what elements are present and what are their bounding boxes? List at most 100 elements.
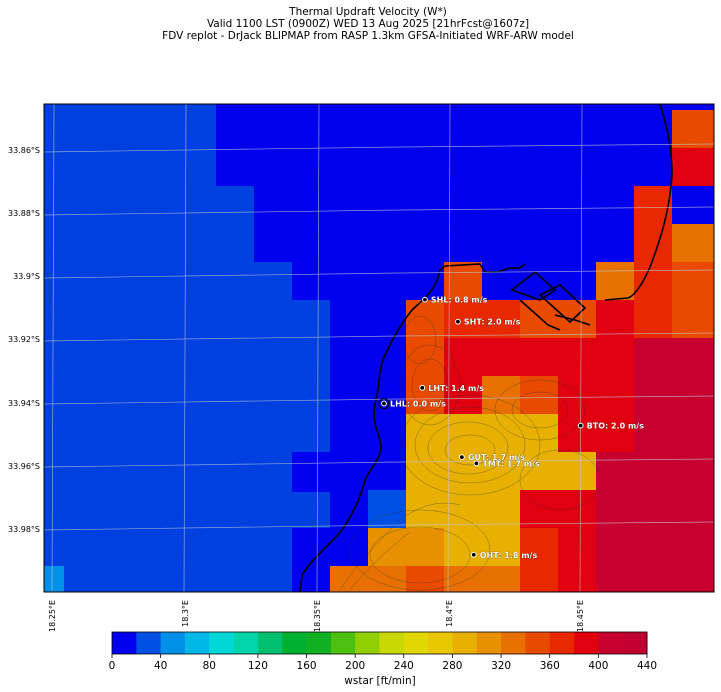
colorbar: 0 40 80 120 160 200 240 280 320 360 400 440 <box>109 631 657 672</box>
station-label: GUT: 1.7 m/s <box>468 453 525 462</box>
title-line-2: Valid 1100 LST (0900Z) WED 13 Aug 2025 [… <box>206 18 530 30</box>
colorbar-swatch <box>428 632 453 654</box>
longitude-label: 18.4°E <box>445 600 454 627</box>
colorbar-tick-label: 0 <box>109 660 116 672</box>
station-ring <box>378 398 390 410</box>
colorbar-tick-label: 120 <box>248 660 268 672</box>
land-cell <box>406 300 444 338</box>
station-label: LHL: 0.0 m/s <box>390 400 446 409</box>
longitude-label: 18.35°E <box>313 600 322 632</box>
station-shl[interactable]: SHL: 0.8 m/s <box>422 295 488 305</box>
land-cell <box>444 262 482 300</box>
land-cell <box>596 300 636 340</box>
land-cell <box>672 148 714 186</box>
longitude-labels: 18.25°E 18.3°E 18.35°E 18.4°E 18.45°E <box>48 600 585 632</box>
map-frame <box>43 103 715 593</box>
latitude-label: 33.98°S <box>8 525 40 534</box>
colorbar-tick-label: 240 <box>394 660 414 672</box>
longitude-label: 18.45°E <box>576 600 585 632</box>
land-cell <box>596 452 634 592</box>
station-markers: SHL: 0.8 m/s SHT: 2.0 m/s LHT: 1.4 m/s LHL:… <box>378 295 645 560</box>
latitude-label: 33.88°S <box>8 209 40 218</box>
colorbar-swatch <box>379 632 405 654</box>
latitude-label: 33.9°S <box>13 272 40 281</box>
station-tmt[interactable]: TMT: 1.7 m/s <box>473 459 540 469</box>
colorbar-swatch <box>160 632 186 654</box>
latitude-label: 33.86°S <box>8 146 40 155</box>
colorbar-swatch <box>549 632 575 654</box>
land-cell <box>596 262 634 300</box>
graticule <box>44 104 714 592</box>
colorbar-swatch <box>184 632 210 654</box>
station-lhl[interactable]: LHL: 0.0 m/s <box>378 398 446 410</box>
colorbar-tick-label: 160 <box>297 660 317 672</box>
land-cell <box>634 338 714 592</box>
ocean-cell <box>292 452 330 492</box>
station-label: SHT: 2.0 m/s <box>464 318 521 327</box>
colorbar-swatch <box>330 632 356 654</box>
latitude-label: 33.94°S <box>8 399 40 408</box>
station-sht[interactable]: SHT: 2.0 m/s <box>455 317 521 327</box>
ocean-cell-light <box>44 566 64 592</box>
colorbar-swatch <box>403 632 429 654</box>
station-label: TMT: 1.7 m/s <box>482 459 540 468</box>
colorbar-tick-label: 440 <box>637 660 657 672</box>
colorbar-tick-label: 400 <box>588 660 608 672</box>
colorbar-tick-label: 360 <box>540 660 560 672</box>
latitude-labels: 33.86°S 33.88°S 33.9°S 33.92°S 33.94°S 33.96°… <box>8 146 40 534</box>
station-label: LHT: 1.4 m/s <box>428 384 484 393</box>
station-label: BTO: 2.0 m/s <box>587 422 645 431</box>
station-lht[interactable]: LHT: 1.4 m/s <box>419 384 484 393</box>
ocean-cell <box>292 528 330 592</box>
colorbar-swatch <box>306 632 332 654</box>
colorbar-swatch <box>452 632 478 654</box>
land-cell <box>444 300 520 338</box>
mountain-cell <box>406 414 558 452</box>
colorbar-swatch <box>136 632 162 654</box>
land-cell <box>520 376 558 414</box>
land-cell <box>672 110 714 148</box>
wstar-field <box>44 104 714 592</box>
colorbar-swatch <box>525 632 551 654</box>
land-cell <box>406 338 444 414</box>
colorbar-swatch <box>501 632 526 654</box>
colorbar-tick-label: 80 <box>203 660 216 672</box>
longitude-label: 18.25°E <box>48 600 57 632</box>
colorbar-swatch <box>233 632 259 654</box>
station-oht[interactable]: OHT: 1.8 m/s <box>470 551 538 560</box>
latitude-label: 33.96°S <box>8 462 40 471</box>
land-cell <box>520 300 596 338</box>
station-dot <box>577 422 584 429</box>
mountain-cell <box>406 452 596 490</box>
station-label: SHL: 0.8 m/s <box>431 296 488 305</box>
latitude-label: 33.92°S <box>8 335 40 344</box>
colorbar-swatch <box>112 632 137 654</box>
ocean-cell <box>672 186 714 224</box>
mountain-cell <box>444 528 520 566</box>
colorbar-tick-label: 280 <box>442 660 462 672</box>
ocean-cell <box>368 490 406 528</box>
colorbar-tick-label: 40 <box>154 660 167 672</box>
colorbar-swatch <box>598 632 624 654</box>
title-line-3: FDV replot - DrJack BLIPMAP from RASP 1.… <box>162 30 574 42</box>
ocean-band-west <box>44 104 330 592</box>
station-dot <box>470 551 477 558</box>
land-cell <box>520 528 558 592</box>
station-dot <box>422 296 428 303</box>
colorbar-swatch <box>257 632 283 654</box>
land-cell <box>672 224 714 262</box>
mountain-cell <box>406 566 444 592</box>
longitude-label: 18.3°E <box>181 600 190 627</box>
mountain-cell <box>406 490 520 528</box>
station-dot <box>458 454 465 461</box>
station-gut[interactable]: GUT: 1.7 m/s <box>458 453 525 462</box>
station-label: OHT: 1.8 m/s <box>480 551 538 560</box>
colorbar-swatch <box>282 632 308 654</box>
station-dot <box>473 460 480 467</box>
colorbar-label: wstar [ft/min] <box>344 675 416 687</box>
terrain-contours <box>339 315 601 591</box>
colorbar-swatch <box>574 632 599 654</box>
station-bto[interactable]: BTO: 2.0 m/s <box>577 421 645 431</box>
colorbar-tick-label: 320 <box>491 660 511 672</box>
